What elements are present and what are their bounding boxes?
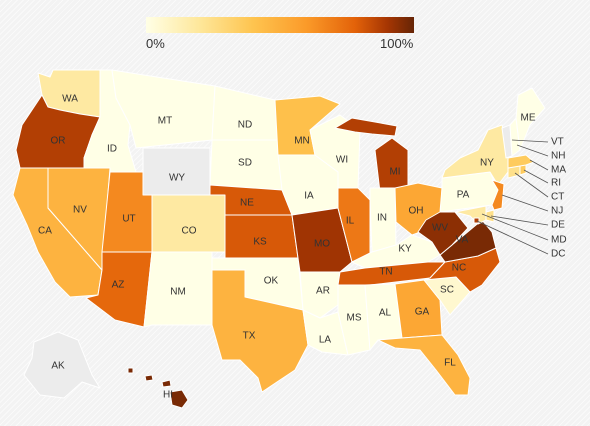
state-hi-kauai [127, 367, 134, 374]
state-labels: WA OR CA NV ID MT WY UT AZ CO NM ND SD N… [38, 94, 567, 401]
state-hi-islands[interactable] [127, 367, 189, 409]
state-ak[interactable] [23, 331, 101, 399]
label-nh: NH [551, 151, 565, 162]
label-nj: NJ [551, 206, 563, 217]
state-tx[interactable] [211, 269, 309, 393]
label-tx: TX [243, 331, 256, 342]
leader-line-ma [529, 159, 549, 171]
label-wi: WI [336, 155, 348, 166]
label-ct: CT [551, 192, 564, 203]
label-la: LA [319, 335, 332, 346]
leader-line-vt [511, 139, 549, 143]
label-sc: SC [440, 285, 454, 296]
label-ut: UT [122, 214, 135, 225]
state-ma[interactable] [507, 154, 535, 169]
label-oh: OH [409, 206, 424, 217]
label-md: MD [551, 235, 567, 246]
leader-line-ct [514, 172, 549, 198]
label-wa: WA [62, 94, 78, 105]
label-il: IL [346, 216, 355, 227]
label-wy: WY [169, 173, 185, 184]
state-dc[interactable] [473, 217, 480, 224]
state-me[interactable] [515, 87, 546, 151]
label-de: DE [551, 220, 565, 231]
state-nd[interactable] [211, 85, 279, 141]
label-nv: NV [73, 205, 87, 216]
legend: 0% 100% [0, 0, 590, 60]
label-nm: NM [170, 287, 186, 298]
label-ms: MS [347, 313, 362, 324]
label-co: CO [182, 226, 197, 237]
state-ri[interactable] [519, 164, 527, 176]
label-ca: CA [38, 226, 52, 237]
label-hi: HI [163, 390, 173, 401]
label-sd: SD [238, 158, 252, 169]
label-nd: ND [238, 120, 252, 131]
label-ar: AR [316, 286, 330, 297]
leader-lines [476, 139, 549, 255]
state-hi-oahu [144, 374, 154, 382]
label-tn: TN [379, 267, 392, 278]
state-hi-maui [161, 379, 172, 388]
label-in: IN [377, 213, 387, 224]
label-ky: KY [398, 244, 412, 255]
state-co[interactable] [151, 194, 226, 253]
state-mi[interactable] [374, 137, 409, 193]
legend-color-scale [146, 17, 414, 33]
label-az: AZ [112, 280, 125, 291]
label-va: VA [456, 235, 469, 246]
label-ia: IA [304, 191, 314, 202]
leader-line-nh [516, 144, 549, 157]
state-wy[interactable] [142, 147, 211, 196]
label-mt: MT [158, 116, 172, 127]
leader-line-ri [523, 169, 549, 184]
label-fl: FL [444, 358, 456, 369]
label-nc: NC [452, 263, 466, 274]
state-ms[interactable] [337, 284, 371, 356]
state-ga[interactable] [394, 279, 443, 339]
state-nm[interactable] [143, 251, 213, 328]
label-ny: NY [480, 158, 494, 169]
legend-max-label: 100% [380, 36, 414, 51]
label-pa: PA [457, 190, 470, 201]
label-dc: DC [551, 249, 565, 260]
label-vt: VT [551, 137, 564, 148]
leader-line-md [481, 213, 549, 241]
label-ri: RI [551, 178, 561, 189]
label-ma: MA [551, 165, 566, 176]
state-hi-big-island [169, 389, 189, 409]
label-mo: MO [314, 239, 330, 250]
state-ar[interactable] [299, 271, 341, 319]
state-fl[interactable] [377, 334, 471, 396]
leader-line-de [490, 215, 549, 226]
leader-line-nj [501, 194, 549, 212]
legend-min-label: 0% [146, 36, 165, 51]
label-me: ME [521, 113, 536, 124]
leader-line-dc [476, 220, 549, 255]
label-mn: MN [294, 136, 310, 147]
label-wv: WV [432, 223, 448, 234]
label-ne: NE [240, 198, 254, 209]
label-ks: KS [253, 237, 267, 248]
label-ak: AK [51, 361, 65, 372]
label-mi: MI [389, 167, 400, 178]
label-ok: OK [264, 276, 279, 287]
label-al: AL [379, 308, 392, 319]
state-mi-upper[interactable] [334, 117, 398, 137]
label-ga: GA [415, 307, 430, 318]
label-id: ID [107, 144, 117, 155]
label-or: OR [51, 136, 66, 147]
